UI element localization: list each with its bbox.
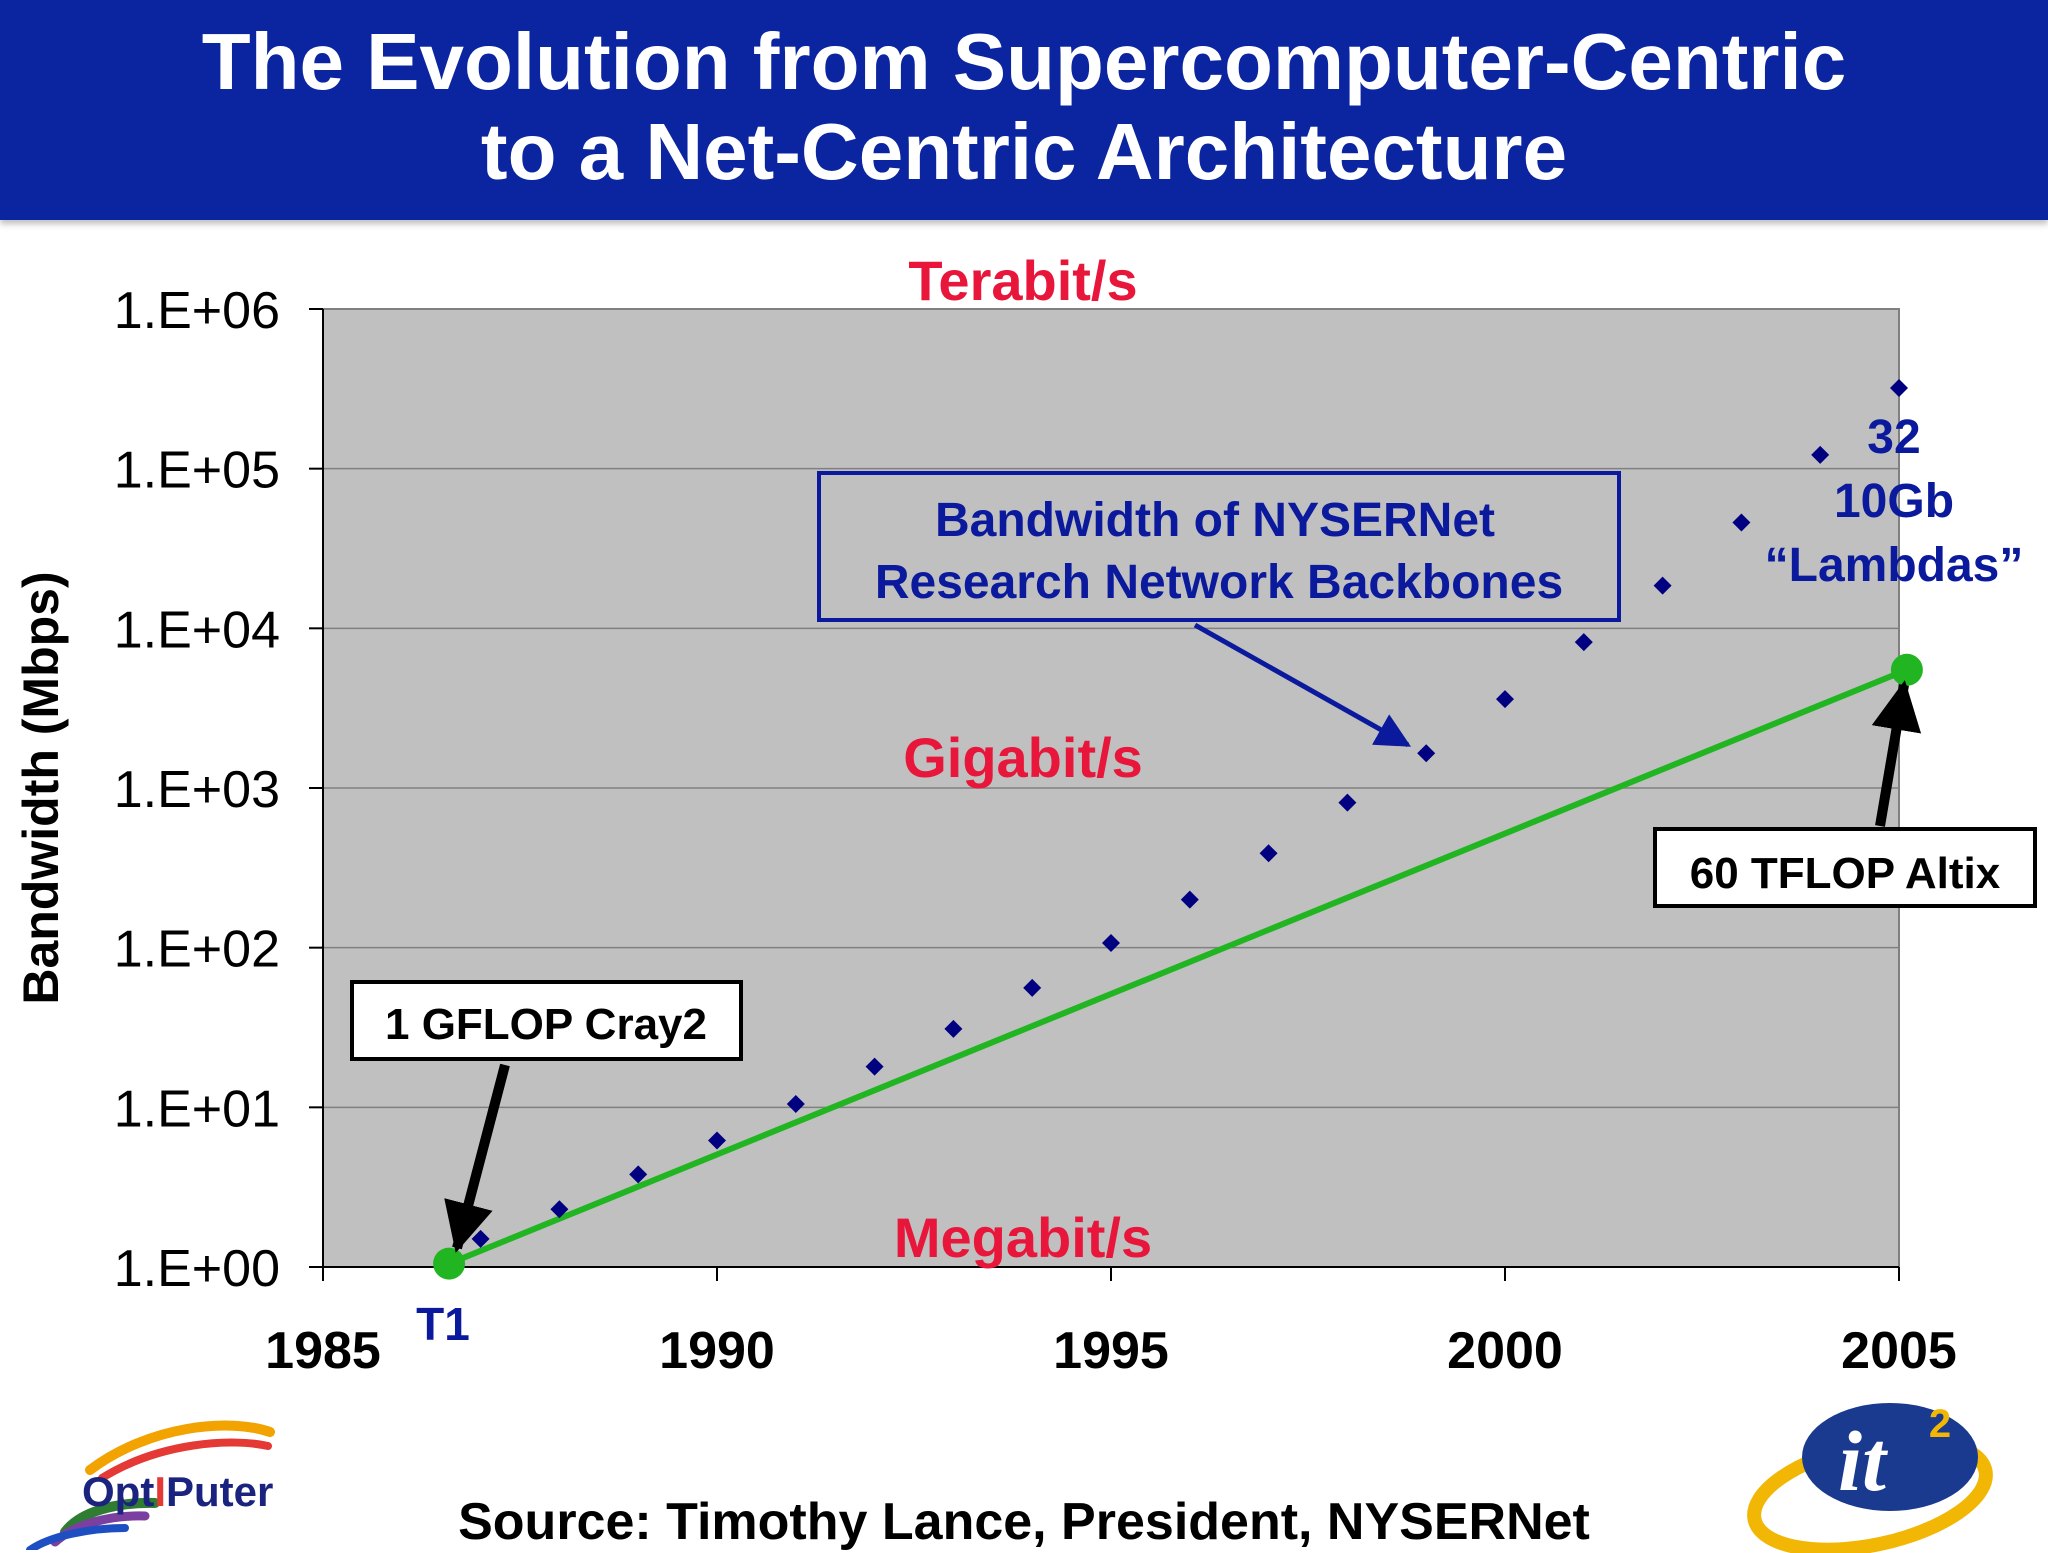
- cpu-endpoint-dot: [1890, 653, 1923, 686]
- x-tick-label: 2005: [1841, 1322, 1957, 1380]
- bandwidth-point: [1338, 793, 1357, 812]
- y-tick-label: 1.E+05: [114, 442, 280, 500]
- cpu-endpoint-dot: [433, 1247, 466, 1280]
- nysernet-callout-arrow: [1193, 622, 1412, 748]
- bandwidth-point: [1259, 844, 1278, 863]
- bandwidth-point: [1102, 933, 1120, 952]
- slide-title-line-1: The Evolution from Supercomputer-Centric: [201, 17, 1847, 106]
- bandwidth-point: [1890, 379, 1908, 398]
- megabit-label: Megabit/s: [894, 1206, 1152, 1269]
- t1-label: T1: [416, 1298, 470, 1350]
- optiputer-logo-text-i: I: [154, 1468, 166, 1515]
- bandwidth-point: [1023, 978, 1042, 997]
- altix-callout-box: [1653, 827, 2037, 908]
- bandwidth-point: [550, 1200, 569, 1219]
- x-tick-label: 2000: [1447, 1322, 1563, 1380]
- x-tick-label: 1995: [1053, 1322, 1169, 1380]
- y-axis-ticks: 1.E+00 1.E+01 1.E+02 1.E+03 1.E+04 1.E+05 1.E+…: [114, 282, 323, 1298]
- bandwidth-point: [1653, 576, 1672, 595]
- bandwidth-point: [708, 1131, 726, 1150]
- y-axis-label: Bandwidth (Mbps): [13, 571, 69, 1004]
- bandwidth-point: [1496, 690, 1514, 709]
- bandwidth-point: [865, 1057, 884, 1076]
- nysernet-callout-line-1: Bandwidth of NYSERNet: [935, 494, 1495, 547]
- y-tick-label: 1.E+00: [114, 1240, 280, 1298]
- bandwidth-point: [1417, 744, 1436, 763]
- slide-title-line-2: to a Net-Centric Architecture: [480, 107, 1568, 196]
- title-bar: The Evolution from Supercomputer-Centric…: [0, 0, 2048, 220]
- y-tick-label: 1.E+02: [114, 921, 280, 979]
- optiputer-logo-text-opt: Opt: [82, 1468, 154, 1515]
- lambdas-label-line-1: 32: [1867, 411, 1920, 464]
- lambdas-label-line-2: 10Gb: [1834, 475, 1954, 528]
- bandwidth-point: [786, 1094, 805, 1113]
- nysernet-callout-line-2: Research Network Backbones: [875, 556, 1563, 609]
- source-credit: Source: Timothy Lance, President, NYSERN…: [458, 1493, 1590, 1551]
- y-tick-label: 1.E+04: [114, 601, 280, 659]
- lambdas-label-line-3: “Lambdas”: [1765, 539, 2024, 592]
- optiputer-logo-icon: OptIPuter: [26, 1420, 275, 1550]
- bandwidth-point: [1574, 633, 1593, 652]
- cray-callout-box: [350, 980, 743, 1061]
- bandwidth-point: [944, 1019, 963, 1038]
- it2-logo-text: it: [1838, 1413, 1889, 1509]
- cpu-performance-series: [433, 653, 1923, 1280]
- bandwidth-point: [1180, 890, 1199, 909]
- y-tick-label: 1.E+03: [114, 761, 280, 819]
- it2-logo-icon: it 2: [1747, 1402, 1993, 1553]
- bandwidth-point: [629, 1165, 648, 1184]
- svg-text:OptIPuter: OptIPuter: [82, 1468, 273, 1515]
- cray-callout-label: 1 GFLOP Cray2: [385, 1000, 707, 1049]
- gigabit-label: Gigabit/s: [903, 726, 1143, 789]
- nysernet-callout-box: [817, 471, 1621, 622]
- y-tick-label: 1.E+06: [114, 282, 280, 340]
- terabit-label: Terabit/s: [908, 249, 1137, 312]
- it2-logo-superscript: 2: [1929, 1402, 1951, 1446]
- altix-callout-arrow: [1871, 680, 1922, 827]
- cpu-trend-line: [447, 667, 1909, 1267]
- altix-callout-label: 60 TFLOP Altix: [1690, 849, 2001, 898]
- x-tick-label: 1990: [659, 1322, 775, 1380]
- bandwidth-point: [1732, 513, 1751, 532]
- bandwidth-point: [1811, 445, 1830, 464]
- y-tick-label: 1.E+01: [114, 1080, 280, 1138]
- x-tick-label: 1985: [265, 1322, 381, 1380]
- cray-callout-arrow: [444, 1063, 510, 1253]
- x-axis-ticks: 1985 1990 1995 2000 2005: [265, 1267, 1957, 1380]
- optiputer-logo-text-puter: Puter: [166, 1468, 273, 1515]
